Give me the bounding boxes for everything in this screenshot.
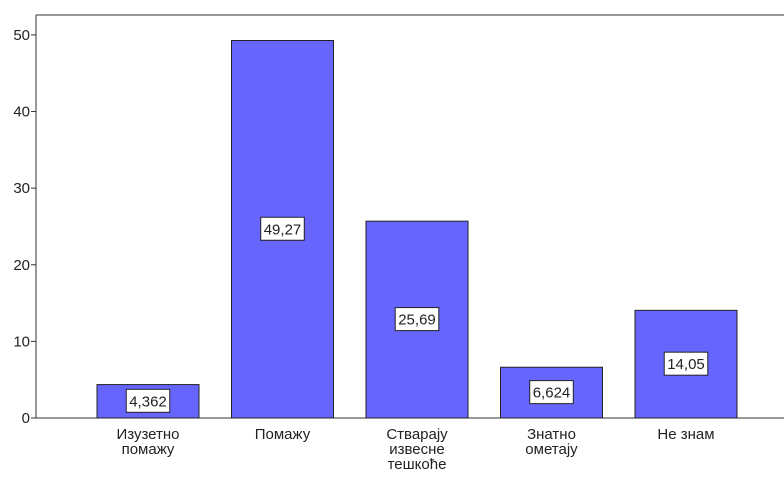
x-tick-label: Стварају извесне тешкоће xyxy=(386,426,448,473)
value-label-box xyxy=(125,388,171,413)
y-tick-label: 40 xyxy=(13,104,30,121)
x-tick-label: Знатно ометају xyxy=(525,426,578,458)
y-tick-label: 20 xyxy=(13,257,30,274)
value-label-box xyxy=(663,351,709,376)
value-label-box xyxy=(260,216,305,241)
value-label: 4,362 xyxy=(129,393,167,410)
y-tick-label: 0 xyxy=(22,410,30,427)
y-tick-label: 50 xyxy=(13,27,30,44)
y-tick-label: 30 xyxy=(13,180,30,197)
x-tick-label: Не знам xyxy=(657,426,714,443)
value-label-box xyxy=(394,307,440,332)
value-label: 49,27 xyxy=(264,221,302,238)
x-tick-label: Изузетно помажу xyxy=(116,426,179,458)
value-label: 14,05 xyxy=(667,356,705,373)
value-label: 25,69 xyxy=(398,312,436,329)
x-tick-label: Помажу xyxy=(255,426,311,443)
value-label-box xyxy=(529,380,574,405)
y-tick-label: 10 xyxy=(13,333,30,350)
value-label: 6,624 xyxy=(533,385,571,402)
